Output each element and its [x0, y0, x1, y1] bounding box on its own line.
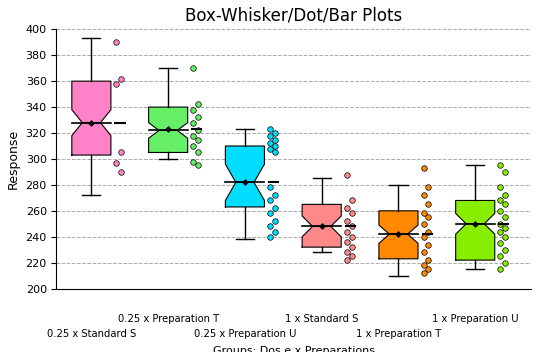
Polygon shape [148, 107, 188, 131]
Polygon shape [302, 205, 341, 226]
Polygon shape [72, 122, 111, 155]
Polygon shape [379, 211, 418, 234]
Text: 0.25 x Preparation T: 0.25 x Preparation T [118, 314, 219, 323]
Title: Box-Whisker/Dot/Bar Plots: Box-Whisker/Dot/Bar Plots [185, 7, 402, 25]
Polygon shape [456, 224, 495, 260]
Text: Groups: Dos e x Preparations: Groups: Dos e x Preparations [213, 346, 375, 352]
Text: 1 x Preparation U: 1 x Preparation U [432, 314, 519, 323]
Polygon shape [456, 200, 495, 224]
Polygon shape [379, 234, 418, 259]
Polygon shape [225, 146, 265, 182]
Text: 1 x Preparation T: 1 x Preparation T [356, 329, 441, 339]
Polygon shape [148, 131, 188, 152]
Text: 0.25 x Standard S: 0.25 x Standard S [47, 329, 136, 339]
Text: 1 x Standard S: 1 x Standard S [285, 314, 358, 323]
Polygon shape [302, 226, 341, 247]
Y-axis label: Response: Response [7, 129, 20, 189]
Polygon shape [225, 182, 265, 207]
Polygon shape [72, 81, 111, 122]
Text: 0.25 x Preparation U: 0.25 x Preparation U [194, 329, 296, 339]
